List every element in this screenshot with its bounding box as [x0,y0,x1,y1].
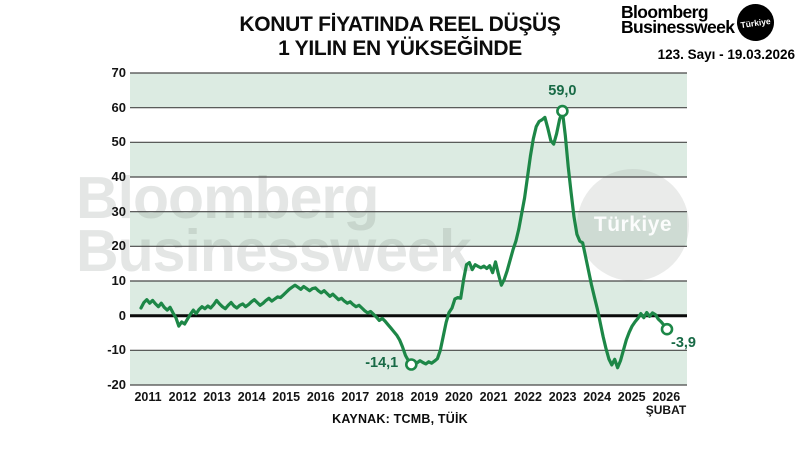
y-tick-label: 40 [111,169,126,184]
issue-date: 123. Sayı - 19.03.2026 [657,47,795,62]
watermark-circle-label: Türkiye [593,213,673,236]
watermark-line2: Businessweek [76,218,472,284]
source-note: KAYNAK: TCMB, TÜİK [332,412,468,426]
turkiye-badge: Türkiye [735,1,777,44]
chart-title-line1: KONUT FİYATINDA REEL DÜŞÜŞ [239,13,561,36]
logo-text: Bloomberg Businessweek [621,2,735,37]
y-tick-label: 30 [111,203,126,219]
annotation-trough: -14,1 [365,354,399,371]
x-tick-label: 2013 [203,390,231,404]
logo-row: Bloomberg Businessweek Türkiye [621,1,795,44]
y-tick-label: 20 [111,238,126,254]
y-tick-label: -20 [107,377,126,392]
x-tick-label: 2015 [272,390,301,404]
chart-title-line2: 1 YILIN EN YÜKSEĞİNDE [278,37,522,60]
x-axis-sub-label: ŞUBAT [645,403,687,417]
y-tick-label: 60 [111,99,126,115]
annotation-peak: 59,0 [548,83,577,100]
logo-line2: Businessweek [621,17,735,37]
x-tick-label: 2025 [617,390,646,404]
logo-line1: Bloomberg [621,2,709,22]
y-tick-label: 50 [111,134,126,150]
x-tick-label: 2019 [410,390,439,404]
x-tick-label: 2022 [514,390,542,404]
background-watermark: Bloomberg Businessweek [76,165,472,284]
x-tick-label: 2020 [445,390,473,404]
x-tick-label: 2017 [341,390,370,404]
x-tick-label: 2024 [583,390,612,404]
x-tick-label: 2014 [237,390,266,404]
bloomberg-businessweek-logo: Bloomberg Businessweek Türkiye 123. Sayı… [621,1,795,62]
chart-title: KONUT FİYATINDA REEL DÜŞÜŞ 1 YILIN EN YÜ… [0,13,800,61]
x-tick-label: 2011 [134,390,162,404]
annotation-last: -3,9 [671,335,696,352]
watermark-line1: Bloomberg [76,165,379,231]
y-tick-label: 0 [118,307,126,323]
x-tick-label: 2016 [306,390,335,404]
turkiye-badge-label: Türkiye [740,15,772,30]
watermark-circle: Türkiye [577,169,689,281]
y-tick-label: -10 [107,342,126,358]
y-tick-label: 70 [111,65,126,80]
x-tick-label: 2023 [548,390,577,404]
x-tick-label: 2018 [375,390,404,404]
y-tick-label: 10 [111,273,126,288]
x-tick-label: 2026 [652,390,681,404]
x-tick-label: 2021 [479,390,508,404]
x-tick-label: 2012 [168,390,197,404]
